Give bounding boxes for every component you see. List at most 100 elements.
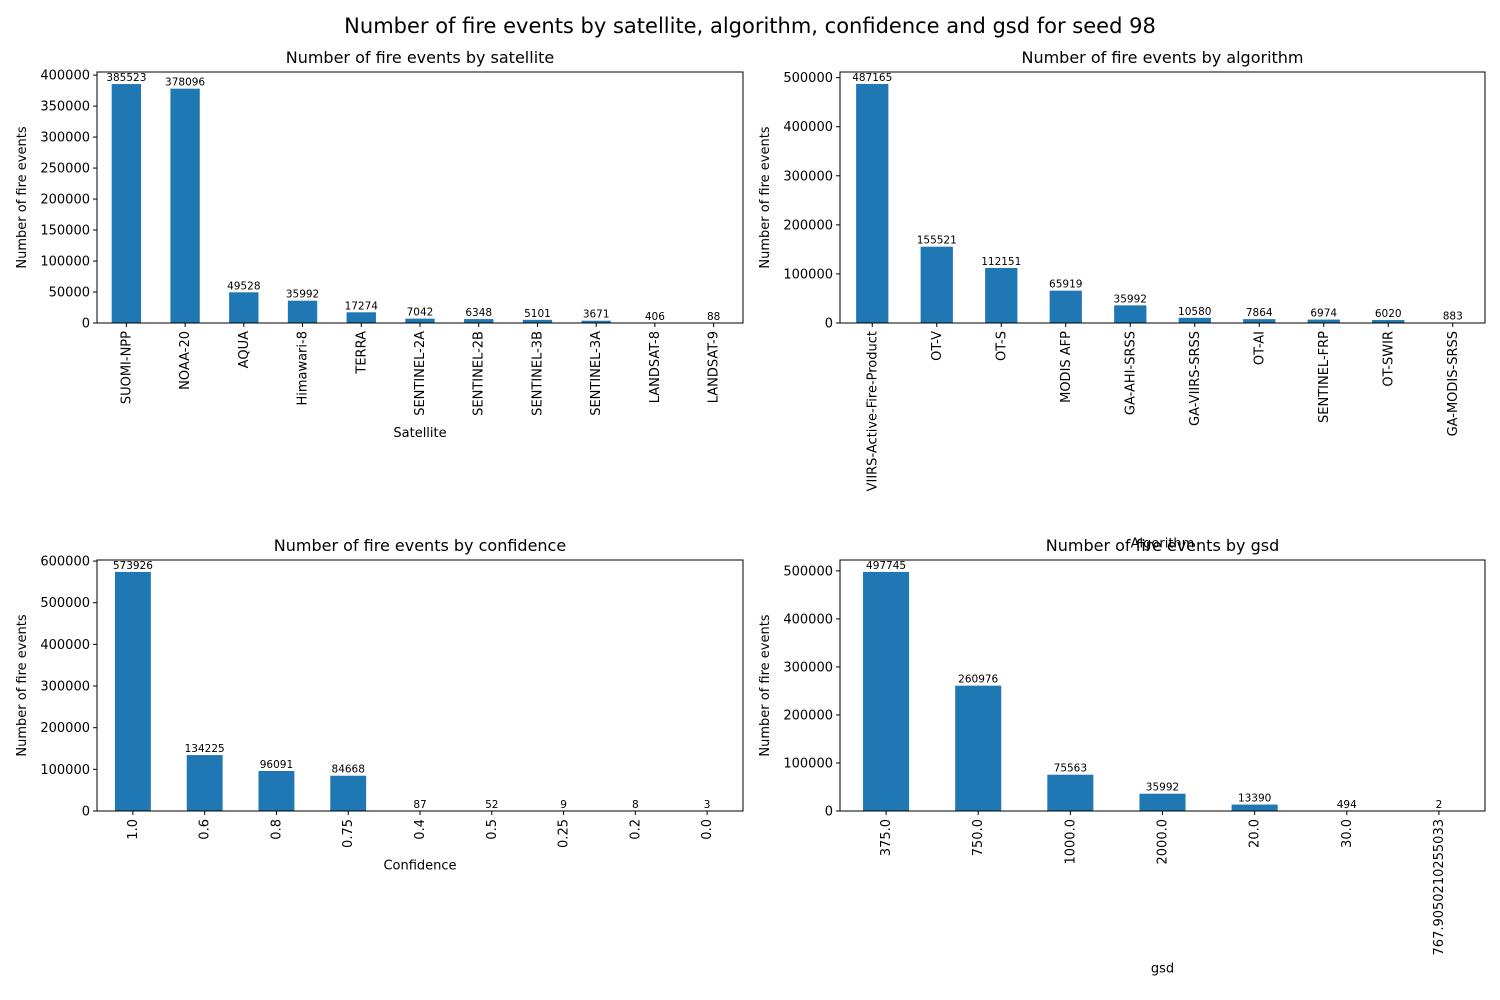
x-tick-label: GA-VIIRS-SRSS <box>1188 331 1203 426</box>
x-tick-label: 0.75 <box>341 819 356 848</box>
y-tick-label: 400000 <box>783 612 833 627</box>
data-label: 6348 <box>465 307 492 319</box>
data-label: 35992 <box>1114 293 1147 305</box>
bar <box>346 312 376 323</box>
x-tick-label: OT-AI <box>1252 331 1267 365</box>
y-axis-label: Number of fire events <box>758 614 773 756</box>
bar <box>186 755 223 811</box>
y-axis-label: Number of fire events <box>15 126 30 268</box>
y-axis-label: Number of fire events <box>758 126 773 268</box>
data-label: 84668 <box>332 764 365 776</box>
x-tick-label: 0.2 <box>628 819 643 840</box>
data-label: 497745 <box>866 560 906 572</box>
bar <box>114 571 151 811</box>
axes-frame <box>96 559 744 812</box>
x-tick-label: 2000.0 <box>1156 819 1171 865</box>
bar <box>955 685 1002 811</box>
x-tick-label: 30.0 <box>1340 819 1355 848</box>
data-label: 8 <box>632 799 639 811</box>
x-tick-label: LANDSAT-9 <box>707 331 722 403</box>
axes-frame <box>96 71 744 324</box>
data-label: 3671 <box>583 309 610 321</box>
data-label: 573926 <box>113 560 153 572</box>
figure-title: Number of fire events by satellite, algo… <box>344 14 1156 38</box>
data-label: 49528 <box>227 280 260 292</box>
data-label: 155521 <box>917 235 957 247</box>
y-tick-label: 200000 <box>40 721 90 736</box>
x-tick-label: GA-MODIS-SRSS <box>1446 331 1461 436</box>
bar <box>1178 317 1211 323</box>
x-tick-label: AQUA <box>237 331 252 368</box>
data-label: 378096 <box>165 77 205 89</box>
axes-frame <box>839 71 1486 324</box>
axes-frame <box>839 559 1486 812</box>
y-tick-label: 250000 <box>40 162 90 177</box>
x-tick-label: 0.4 <box>413 819 428 840</box>
bar <box>863 571 910 811</box>
x-tick-label: OT-S <box>994 331 1009 361</box>
y-tick-label: 400000 <box>40 69 90 84</box>
data-label: 5101 <box>524 308 551 320</box>
x-tick-label: NOAA-20 <box>178 331 193 390</box>
x-tick-label: SUOMI-NPP <box>119 331 134 404</box>
y-tick-label: 0 <box>82 317 90 332</box>
y-tick-label: 300000 <box>783 169 833 184</box>
y-tick-label: 500000 <box>783 564 833 579</box>
data-label: 385523 <box>106 72 146 84</box>
bar <box>287 300 318 323</box>
data-label: 65919 <box>1049 279 1082 291</box>
x-tick-label: 0.6 <box>198 819 213 840</box>
y-tick-label: 350000 <box>40 100 90 115</box>
bar <box>170 88 200 323</box>
x-tick-label: SENTINEL-2B <box>472 331 487 416</box>
x-tick-label: 375.0 <box>879 819 894 856</box>
data-label: 3 <box>704 799 711 811</box>
data-label: 7864 <box>1246 307 1273 319</box>
x-tick-label: 767.9050210255033 <box>1432 819 1447 955</box>
bar <box>1243 319 1276 323</box>
y-tick-label: 300000 <box>783 660 833 675</box>
y-tick-label: 0 <box>825 805 833 820</box>
y-tick-label: 200000 <box>40 193 90 208</box>
x-tick-label: TERRA <box>354 331 369 375</box>
x-axis-label: Satellite <box>393 426 446 441</box>
x-tick-label: SENTINEL-2A <box>413 331 428 416</box>
data-label: 75563 <box>1054 763 1087 775</box>
bar <box>464 319 494 323</box>
data-label: 2 <box>1436 799 1443 811</box>
x-tick-label: 0.5 <box>485 819 500 840</box>
x-tick-label: SENTINEL-3A <box>589 331 604 416</box>
x-tick-label: 0.8 <box>269 819 284 840</box>
bar <box>581 320 611 323</box>
bar <box>405 318 435 323</box>
y-tick-label: 0 <box>825 317 833 332</box>
data-label: 883 <box>1443 311 1463 323</box>
data-label: 406 <box>645 311 665 323</box>
bar <box>856 83 889 323</box>
bar <box>1231 804 1278 811</box>
bar <box>985 267 1018 323</box>
data-label: 6020 <box>1375 308 1402 320</box>
x-tick-label: VIIRS-Active-Fire-Product <box>865 331 880 491</box>
x-tick-label: OT-V <box>930 331 945 361</box>
data-label: 10580 <box>1178 306 1211 318</box>
y-tick-label: 600000 <box>40 555 90 570</box>
y-tick-label: 100000 <box>40 763 90 778</box>
data-label: 13390 <box>1238 793 1271 805</box>
y-tick-label: 150000 <box>40 224 90 239</box>
bar <box>330 775 367 811</box>
y-tick-label: 500000 <box>40 596 90 611</box>
subplot-title: Number of fire events by gsd <box>1046 536 1279 555</box>
data-label: 112151 <box>981 256 1021 268</box>
y-tick-label: 400000 <box>783 120 833 135</box>
data-label: 35992 <box>1146 782 1179 794</box>
x-tick-label: OT-SWIR <box>1381 331 1396 387</box>
bar <box>229 292 259 323</box>
x-tick-label: Himawari-8 <box>296 331 311 406</box>
x-axis-label: gsd <box>1151 961 1174 976</box>
y-tick-label: 50000 <box>49 286 90 301</box>
y-tick-label: 100000 <box>783 756 833 771</box>
subplot-title: Number of fire events by algorithm <box>1021 48 1303 67</box>
